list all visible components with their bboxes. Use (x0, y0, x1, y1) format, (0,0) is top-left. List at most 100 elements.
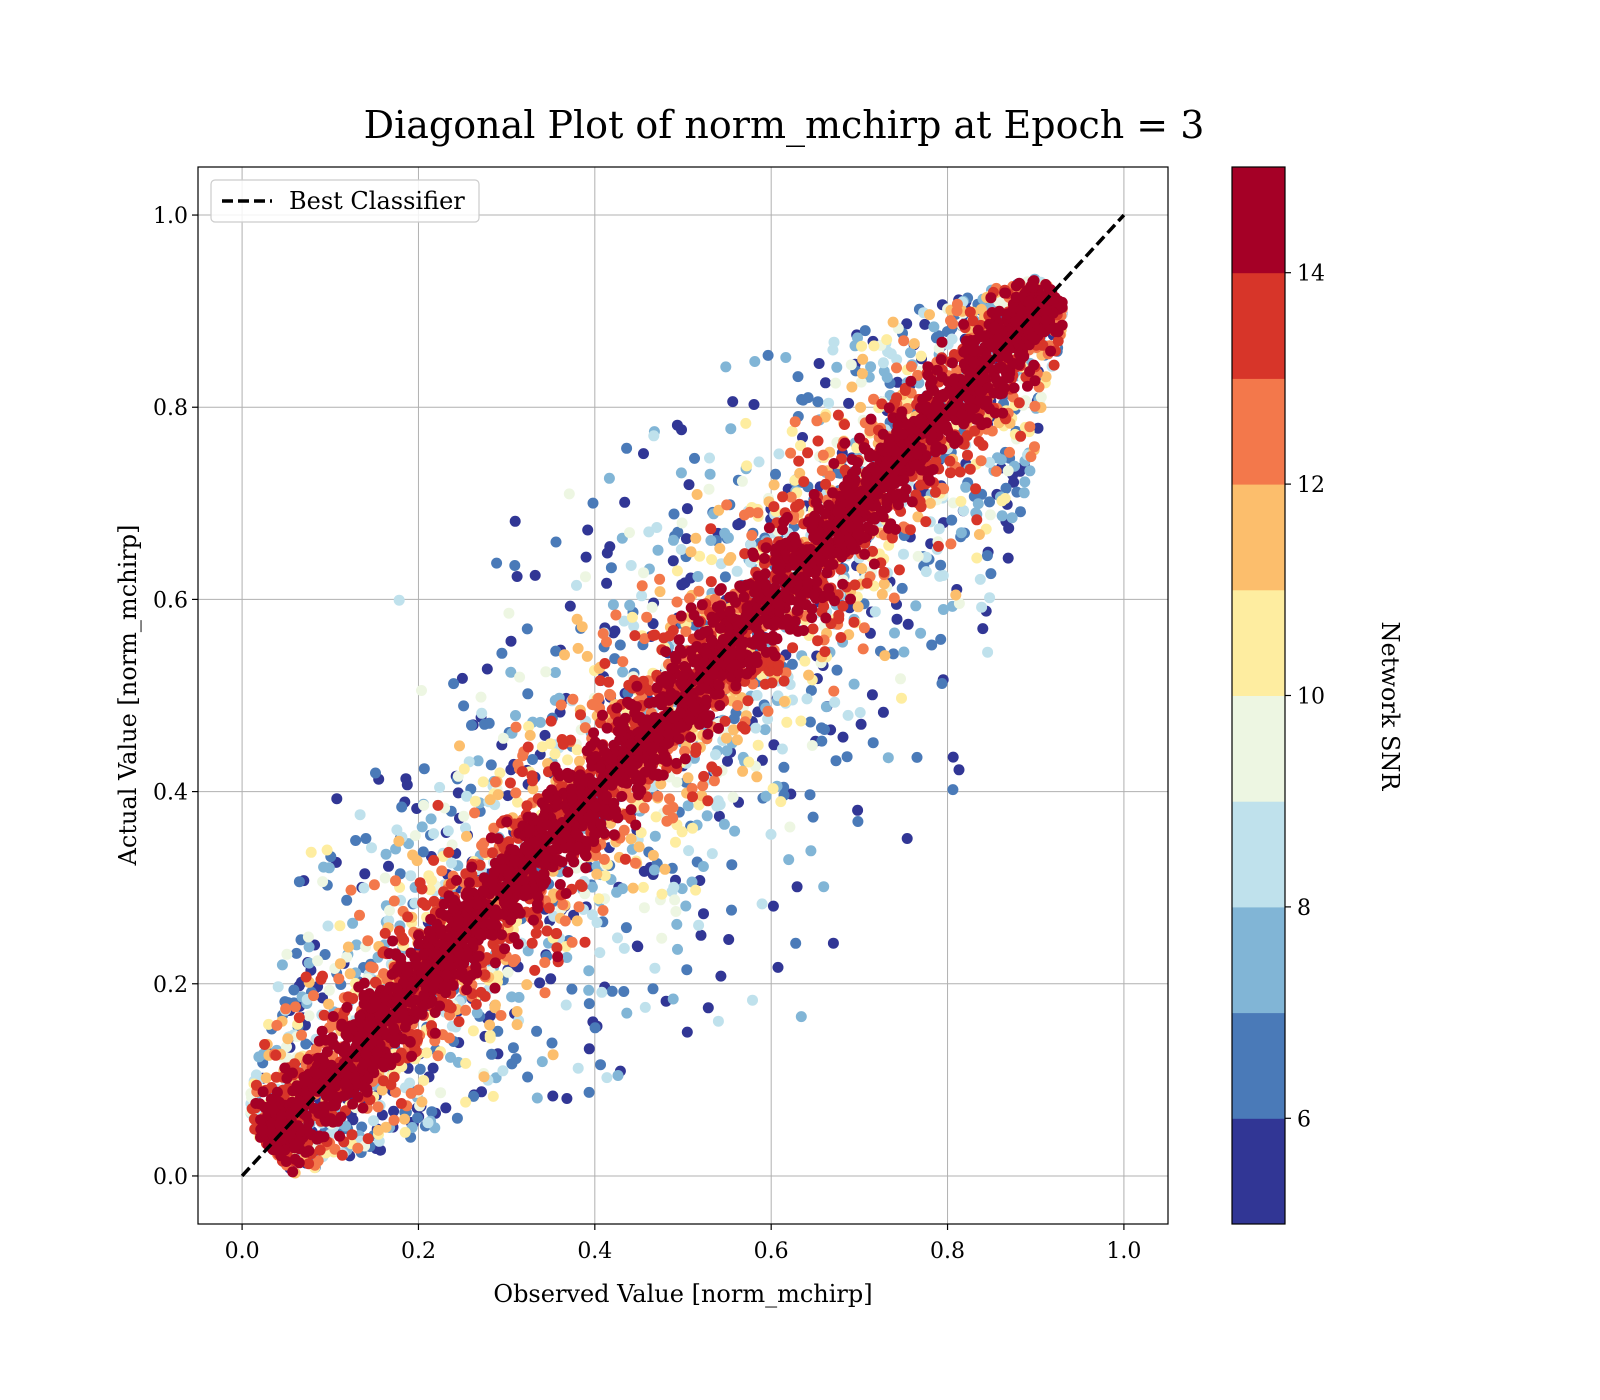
scatter-point (497, 732, 509, 744)
scatter-point (316, 1025, 328, 1037)
scatter-point (579, 936, 591, 948)
scatter-point (288, 984, 300, 996)
scatter-point (611, 702, 623, 714)
scatter-point (635, 827, 647, 839)
scatter-point (680, 533, 692, 545)
scatter-point (354, 809, 366, 821)
scatter-point (801, 693, 813, 705)
scatter-point (1015, 430, 1027, 442)
scatter-point (375, 1144, 386, 1156)
scatter-point (545, 715, 557, 727)
scatter-point (693, 585, 705, 597)
scatter-point (398, 934, 410, 946)
scatter-point (803, 669, 815, 681)
scatter-point (368, 879, 380, 891)
scatter-point (549, 667, 561, 678)
scatter-point (618, 942, 630, 954)
scatter-point (557, 738, 569, 750)
scatter-point (583, 984, 595, 996)
scatter-point (792, 371, 804, 383)
scatter-point (839, 437, 851, 449)
scatter-point (384, 905, 395, 916)
scatter-point (425, 813, 437, 825)
scatter-point (868, 393, 880, 405)
scatter-point (945, 467, 956, 479)
scatter-point (794, 467, 806, 479)
scatter-point (257, 1086, 269, 1098)
scatter-point (651, 522, 663, 533)
scatter-point (555, 699, 567, 711)
scatter-points (245, 273, 1068, 1179)
scatter-point (399, 1126, 411, 1138)
scatter-point (877, 357, 889, 369)
scatter-point (954, 466, 966, 478)
scatter-point (552, 951, 564, 963)
scatter-point (718, 818, 730, 830)
scatter-point (682, 772, 694, 784)
scatter-point (477, 776, 489, 788)
scatter-point (619, 853, 631, 865)
scatter-point (714, 700, 726, 711)
scatter-point (787, 642, 799, 654)
scatter-point (995, 454, 1007, 466)
scatter-point (714, 543, 726, 554)
scatter-point (599, 658, 611, 669)
scatter-point (534, 716, 546, 728)
scatter-point (510, 710, 521, 721)
scatter-point (886, 532, 898, 544)
scatter-point (342, 991, 354, 1003)
scatter-point (722, 755, 733, 767)
scatter-point (650, 811, 662, 823)
scatter-point (728, 724, 740, 736)
scatter-point (460, 1004, 472, 1016)
scatter-point (748, 399, 760, 410)
scatter-point (795, 715, 807, 727)
scatter-point (522, 1071, 534, 1083)
scatter-point (317, 970, 328, 982)
scatter-point (296, 1029, 307, 1041)
scatter-point (490, 776, 501, 788)
scatter-point (719, 715, 731, 727)
scatter-point (720, 361, 732, 373)
scatter-point (1010, 280, 1022, 292)
scatter-point (773, 448, 785, 460)
scatter-point (878, 566, 890, 578)
scatter-point (597, 628, 609, 640)
scatter-point (378, 1075, 389, 1087)
scatter-point (420, 899, 432, 911)
scatter-point (334, 958, 346, 970)
scatter-point (751, 771, 763, 783)
scatter-point (362, 935, 374, 947)
scatter-point (618, 615, 630, 627)
scatter-point (572, 642, 584, 654)
scatter-point (842, 709, 854, 721)
scatter-point (817, 449, 829, 461)
scatter-point (737, 765, 749, 777)
scatter-point (681, 503, 693, 515)
scatter-point (639, 633, 651, 645)
scatter-point (780, 667, 792, 679)
scatter-point (984, 509, 996, 521)
scatter-point (383, 860, 394, 872)
scatter-point (460, 1096, 472, 1108)
scatter-point (472, 755, 484, 767)
scatter-point (521, 979, 533, 991)
scatter-point (524, 729, 536, 741)
scatter-point (818, 600, 830, 612)
scatter-point (627, 882, 639, 894)
scatter-point (545, 973, 557, 985)
scatter-point (861, 577, 873, 589)
scatter-point (971, 514, 983, 526)
scatter-point (856, 368, 868, 380)
scatter-point (781, 511, 793, 523)
scatter-point (971, 552, 983, 564)
scatter-point (723, 934, 735, 945)
scatter-point (260, 1072, 272, 1084)
scatter-point (494, 767, 506, 779)
scatter-point (1040, 371, 1052, 383)
scatter-point (483, 717, 495, 729)
scatter-point (607, 599, 619, 611)
scatter-point (855, 401, 867, 413)
scatter-point (710, 749, 721, 761)
scatter-point (293, 1012, 305, 1024)
